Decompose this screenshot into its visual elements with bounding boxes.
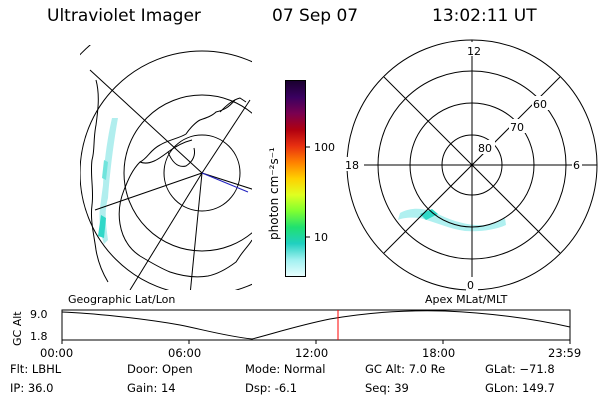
geo-map-label: Geographic Lat/Lon <box>68 293 176 306</box>
altitude-curve <box>61 310 571 340</box>
colorbar-tick-100: 100 <box>314 141 335 154</box>
info-glon: GLon: 149.7 <box>485 381 555 395</box>
mlat-label-70: 70 <box>510 121 524 134</box>
aurora-emission-polar <box>398 208 506 232</box>
altitude-xtick-1: 06:00 <box>168 346 201 360</box>
info-seq: Seq: 39 <box>365 381 409 395</box>
mlt-label-18: 18 <box>345 159 359 172</box>
altitude-ytick-bottom: 1.8 <box>30 330 48 343</box>
altitude-xtick-2: 12:00 <box>295 346 328 360</box>
time-label: 13:02:11 UT <box>432 6 537 26</box>
colorbar-tick-10: 10 <box>314 231 328 244</box>
info-gain: Gain: 14 <box>127 381 176 395</box>
altitude-ylabel: GC Alt <box>11 311 24 346</box>
colorbar-ticks: 100 10 photon cm⁻²s⁻¹ <box>267 141 335 244</box>
info-filter: Flt: LBHL <box>10 362 62 376</box>
altitude-xtick-4: 23:59 <box>548 346 581 360</box>
altitude-xtick-0: 00:00 <box>40 346 73 360</box>
altitude-plot: GC Alt 9.0 1.8 00:00 06:00 12:00 18:00 2… <box>11 308 581 360</box>
mlt-label-6: 6 <box>573 159 580 172</box>
mlat-label-80: 80 <box>478 142 492 155</box>
polar-plot: 12 18 6 0 80 70 60 <box>344 39 598 292</box>
info-glat: GLat: −71.8 <box>485 362 555 376</box>
info-door: Door: Open <box>127 362 193 376</box>
mlt-label-0: 0 <box>467 279 474 292</box>
colorbar-unit-label: photon cm⁻²s⁻¹ <box>267 147 281 240</box>
info-ip: IP: 36.0 <box>10 381 54 395</box>
info-dsp: Dsp: -6.1 <box>245 381 298 395</box>
mlat-label-60: 60 <box>533 98 547 111</box>
altitude-ytick-top: 9.0 <box>30 308 48 321</box>
info-gc-alt: GC Alt: 7.0 Re <box>365 362 446 376</box>
date-label: 07 Sep 07 <box>272 6 359 26</box>
mlt-label-12: 12 <box>467 45 481 58</box>
colorbar <box>285 80 306 277</box>
altitude-xtick-3: 18:00 <box>422 346 455 360</box>
coastline <box>118 99 252 278</box>
page-title: Ultraviolet Imager <box>47 6 201 26</box>
aurora-emission-geo <box>98 118 118 244</box>
info-mode: Mode: Normal <box>245 362 326 376</box>
polar-plot-label: Apex MLat/MLT <box>425 293 508 306</box>
geographic-map <box>80 45 252 290</box>
